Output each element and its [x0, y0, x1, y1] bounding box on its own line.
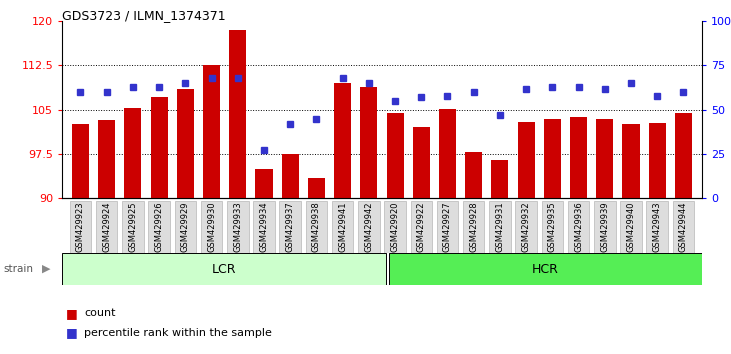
FancyBboxPatch shape	[388, 253, 702, 285]
Text: GSM429928: GSM429928	[469, 202, 478, 252]
Bar	[360, 87, 377, 198]
Bar	[570, 117, 587, 198]
FancyBboxPatch shape	[69, 201, 91, 253]
FancyBboxPatch shape	[332, 201, 353, 253]
Bar	[518, 121, 534, 198]
FancyBboxPatch shape	[96, 201, 118, 253]
FancyBboxPatch shape	[673, 201, 694, 253]
FancyBboxPatch shape	[227, 201, 249, 253]
Text: ▶: ▶	[42, 264, 51, 274]
FancyBboxPatch shape	[489, 201, 511, 253]
Text: GSM429929: GSM429929	[181, 202, 190, 252]
Bar	[281, 154, 299, 198]
Text: ■: ■	[66, 307, 77, 320]
Text: GSM429930: GSM429930	[207, 202, 216, 252]
Text: strain: strain	[4, 264, 34, 274]
Bar	[72, 125, 89, 198]
Text: GSM429937: GSM429937	[286, 202, 295, 252]
Text: GSM429941: GSM429941	[338, 202, 347, 252]
Bar	[255, 169, 273, 198]
Text: GSM429934: GSM429934	[260, 202, 268, 252]
FancyBboxPatch shape	[306, 201, 327, 253]
Text: HCR: HCR	[531, 263, 558, 275]
Bar	[334, 83, 351, 198]
Bar	[387, 113, 404, 198]
Bar	[648, 123, 666, 198]
Text: GSM429936: GSM429936	[574, 202, 583, 252]
FancyBboxPatch shape	[568, 201, 589, 253]
Bar	[675, 113, 692, 198]
Text: count: count	[84, 308, 115, 318]
Text: GSM429931: GSM429931	[496, 202, 504, 252]
Bar	[151, 97, 167, 198]
Text: GSM429926: GSM429926	[155, 202, 164, 252]
FancyBboxPatch shape	[122, 201, 144, 253]
Text: ■: ■	[66, 326, 77, 339]
Text: GSM429940: GSM429940	[626, 202, 635, 252]
FancyBboxPatch shape	[279, 201, 301, 253]
Bar	[230, 30, 246, 198]
FancyBboxPatch shape	[620, 201, 642, 253]
Text: GSM429944: GSM429944	[679, 202, 688, 252]
Text: GSM429920: GSM429920	[390, 202, 400, 252]
FancyBboxPatch shape	[436, 201, 458, 253]
Bar	[439, 109, 456, 198]
Text: GSM429923: GSM429923	[76, 202, 85, 252]
Text: GSM429933: GSM429933	[233, 202, 242, 252]
Bar	[465, 152, 482, 198]
Bar	[124, 108, 141, 198]
FancyBboxPatch shape	[646, 201, 668, 253]
FancyBboxPatch shape	[385, 201, 406, 253]
Text: LCR: LCR	[212, 263, 236, 275]
Text: GSM429932: GSM429932	[522, 202, 531, 252]
Text: GSM429922: GSM429922	[417, 202, 425, 252]
Bar	[623, 125, 640, 198]
FancyBboxPatch shape	[201, 201, 222, 253]
Bar	[491, 160, 509, 198]
FancyBboxPatch shape	[253, 201, 275, 253]
FancyBboxPatch shape	[358, 201, 379, 253]
FancyBboxPatch shape	[175, 201, 196, 253]
Bar	[413, 127, 430, 198]
Bar	[203, 65, 220, 198]
Bar	[544, 119, 561, 198]
Text: GSM429939: GSM429939	[600, 202, 609, 252]
Text: percentile rank within the sample: percentile rank within the sample	[84, 328, 272, 338]
FancyBboxPatch shape	[463, 201, 485, 253]
Text: GSM429927: GSM429927	[443, 202, 452, 252]
Bar	[308, 178, 325, 198]
Text: GDS3723 / ILMN_1374371: GDS3723 / ILMN_1374371	[62, 9, 226, 22]
FancyBboxPatch shape	[594, 201, 616, 253]
Text: GSM429935: GSM429935	[548, 202, 557, 252]
FancyBboxPatch shape	[62, 253, 386, 285]
Text: GSM429925: GSM429925	[129, 202, 137, 252]
Text: GSM429943: GSM429943	[653, 202, 662, 252]
Text: GSM429938: GSM429938	[312, 202, 321, 252]
FancyBboxPatch shape	[515, 201, 537, 253]
Text: GSM429942: GSM429942	[364, 202, 374, 252]
FancyBboxPatch shape	[148, 201, 170, 253]
Bar	[596, 119, 613, 198]
Bar	[98, 120, 115, 198]
FancyBboxPatch shape	[542, 201, 563, 253]
Bar	[177, 89, 194, 198]
Text: GSM429924: GSM429924	[102, 202, 111, 252]
FancyBboxPatch shape	[411, 201, 432, 253]
